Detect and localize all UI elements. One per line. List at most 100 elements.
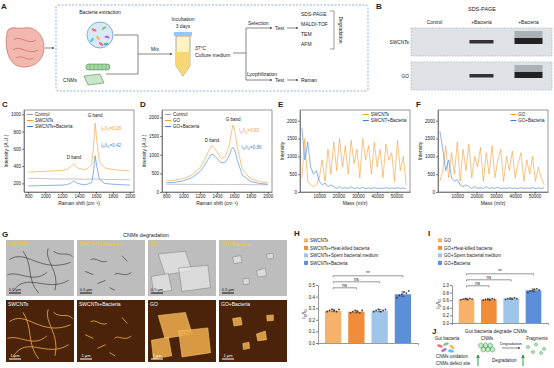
tick: 0.4 <box>443 306 452 311</box>
tick-mark <box>160 192 162 193</box>
figure: ABacteria extractionCNMsMixIncubation3 d… <box>0 0 554 368</box>
tick: 1600 <box>91 192 102 199</box>
tick: 1800 <box>246 192 257 199</box>
tick: 800 <box>163 192 171 199</box>
column-header: +Bacteria <box>471 20 492 25</box>
panel-label: A <box>1 2 7 11</box>
tick: 1500 <box>287 136 300 141</box>
arrow <box>287 80 298 81</box>
nanotube <box>7 336 46 341</box>
label: Incubation <box>171 16 194 22</box>
annotation: G band <box>88 113 103 118</box>
fragments <box>527 343 546 355</box>
tick-mark <box>316 320 318 321</box>
tick-mark <box>450 308 452 309</box>
data-point <box>491 298 493 300</box>
line-chart: 1000020000300004000050000050010001500200… <box>416 100 549 206</box>
tick-label: 800 <box>13 130 21 135</box>
bar-chart: 0.00.10.20.30.40.5ID/IGHSWCNTsSWCNTs+Hea… <box>294 229 419 346</box>
legend-entry: GO+Heat-killed bacteria <box>444 246 493 251</box>
sheet <box>267 315 274 321</box>
data-point <box>469 297 471 299</box>
tick-label: 2000 <box>425 119 436 124</box>
micrograph-content <box>85 256 131 291</box>
nanotube <box>114 336 131 338</box>
annotation: ID/IG=0.28 <box>101 126 121 132</box>
tick: 0.2 <box>309 318 318 323</box>
panel-label: G <box>2 230 8 239</box>
axis-title: Intensity (A.U.) <box>141 134 147 167</box>
nanotube <box>9 318 70 328</box>
culture-liquid <box>176 52 190 76</box>
tick-label: 0.4 <box>443 306 450 311</box>
data-point <box>375 310 377 312</box>
legend-swatch <box>165 126 171 127</box>
sheet <box>179 328 211 357</box>
legend-swatch <box>438 238 442 242</box>
label: Lyophilization <box>247 71 277 77</box>
micrograph-content <box>151 251 210 293</box>
legend-entry: SWCNTs <box>371 112 390 117</box>
tick: 0.8 <box>443 291 452 296</box>
tick-label: 1000 <box>425 154 436 159</box>
legend-entry: SWCNTs+Bacteria <box>310 261 348 266</box>
tick-label: 2000 <box>125 194 136 199</box>
legend-swatch <box>304 253 308 257</box>
tick-label: 0.0 <box>443 321 450 326</box>
tick-label: 600 <box>13 147 21 152</box>
significance-label: ** <box>498 269 502 274</box>
legend-swatch <box>304 238 308 242</box>
tick: 0.0 <box>309 341 318 346</box>
tick-label: 1600 <box>91 194 102 199</box>
tick: 0.0 <box>443 321 452 326</box>
text-part: =0.86 <box>250 145 262 150</box>
axis-line <box>163 192 273 193</box>
tick-label: 1000 <box>287 154 298 159</box>
micrograph-content <box>85 317 131 355</box>
legend-swatch <box>27 126 33 127</box>
label: Mix <box>151 46 159 52</box>
gel-band <box>515 72 543 78</box>
significance-label: ns <box>354 277 360 282</box>
nanotube <box>9 257 70 266</box>
bar <box>459 299 475 323</box>
data-point <box>361 310 363 312</box>
panel-label: F <box>416 100 421 109</box>
gut-coils <box>13 38 38 59</box>
tick: 1200 <box>58 192 69 199</box>
tick-mark <box>160 155 162 156</box>
label: CNMs <box>481 336 494 341</box>
tick-label: 0.3 <box>309 306 316 311</box>
sheet <box>243 278 250 285</box>
arrow <box>287 28 298 29</box>
axis-line <box>318 286 319 344</box>
x-axis: 800100012001400160018002000 <box>163 192 274 199</box>
tick-label: 0.2 <box>309 318 316 323</box>
tick: 20000 <box>471 192 484 199</box>
tick: 20000 <box>333 192 346 199</box>
tick-mark <box>316 331 318 332</box>
tick: 2000 <box>263 192 274 199</box>
tick: 1000 <box>11 112 24 117</box>
legend-entry: GO <box>173 118 181 123</box>
tick: 2000 <box>149 115 162 120</box>
axis-line <box>24 111 25 193</box>
tick: 500 <box>289 172 300 177</box>
data-point <box>538 289 540 291</box>
legend-swatch <box>363 120 369 121</box>
tick-label: 0 <box>294 190 297 195</box>
label: 37°C <box>195 45 207 51</box>
micrograph-content <box>233 315 274 350</box>
legend-entry: SWCNTs+Bacteria <box>35 124 73 129</box>
bacterium <box>101 26 107 31</box>
micrograph: GO+Bacteria0.5 μm <box>219 240 287 296</box>
bar <box>503 299 519 323</box>
text-part: =0.63 <box>248 128 260 133</box>
sheet <box>256 331 266 341</box>
tick: 1600 <box>229 192 240 199</box>
plot-frame <box>438 110 548 192</box>
legend-entry: Control <box>35 112 50 117</box>
line-series <box>440 131 544 188</box>
tick-label: 50000 <box>391 194 404 199</box>
bracket <box>330 11 334 49</box>
